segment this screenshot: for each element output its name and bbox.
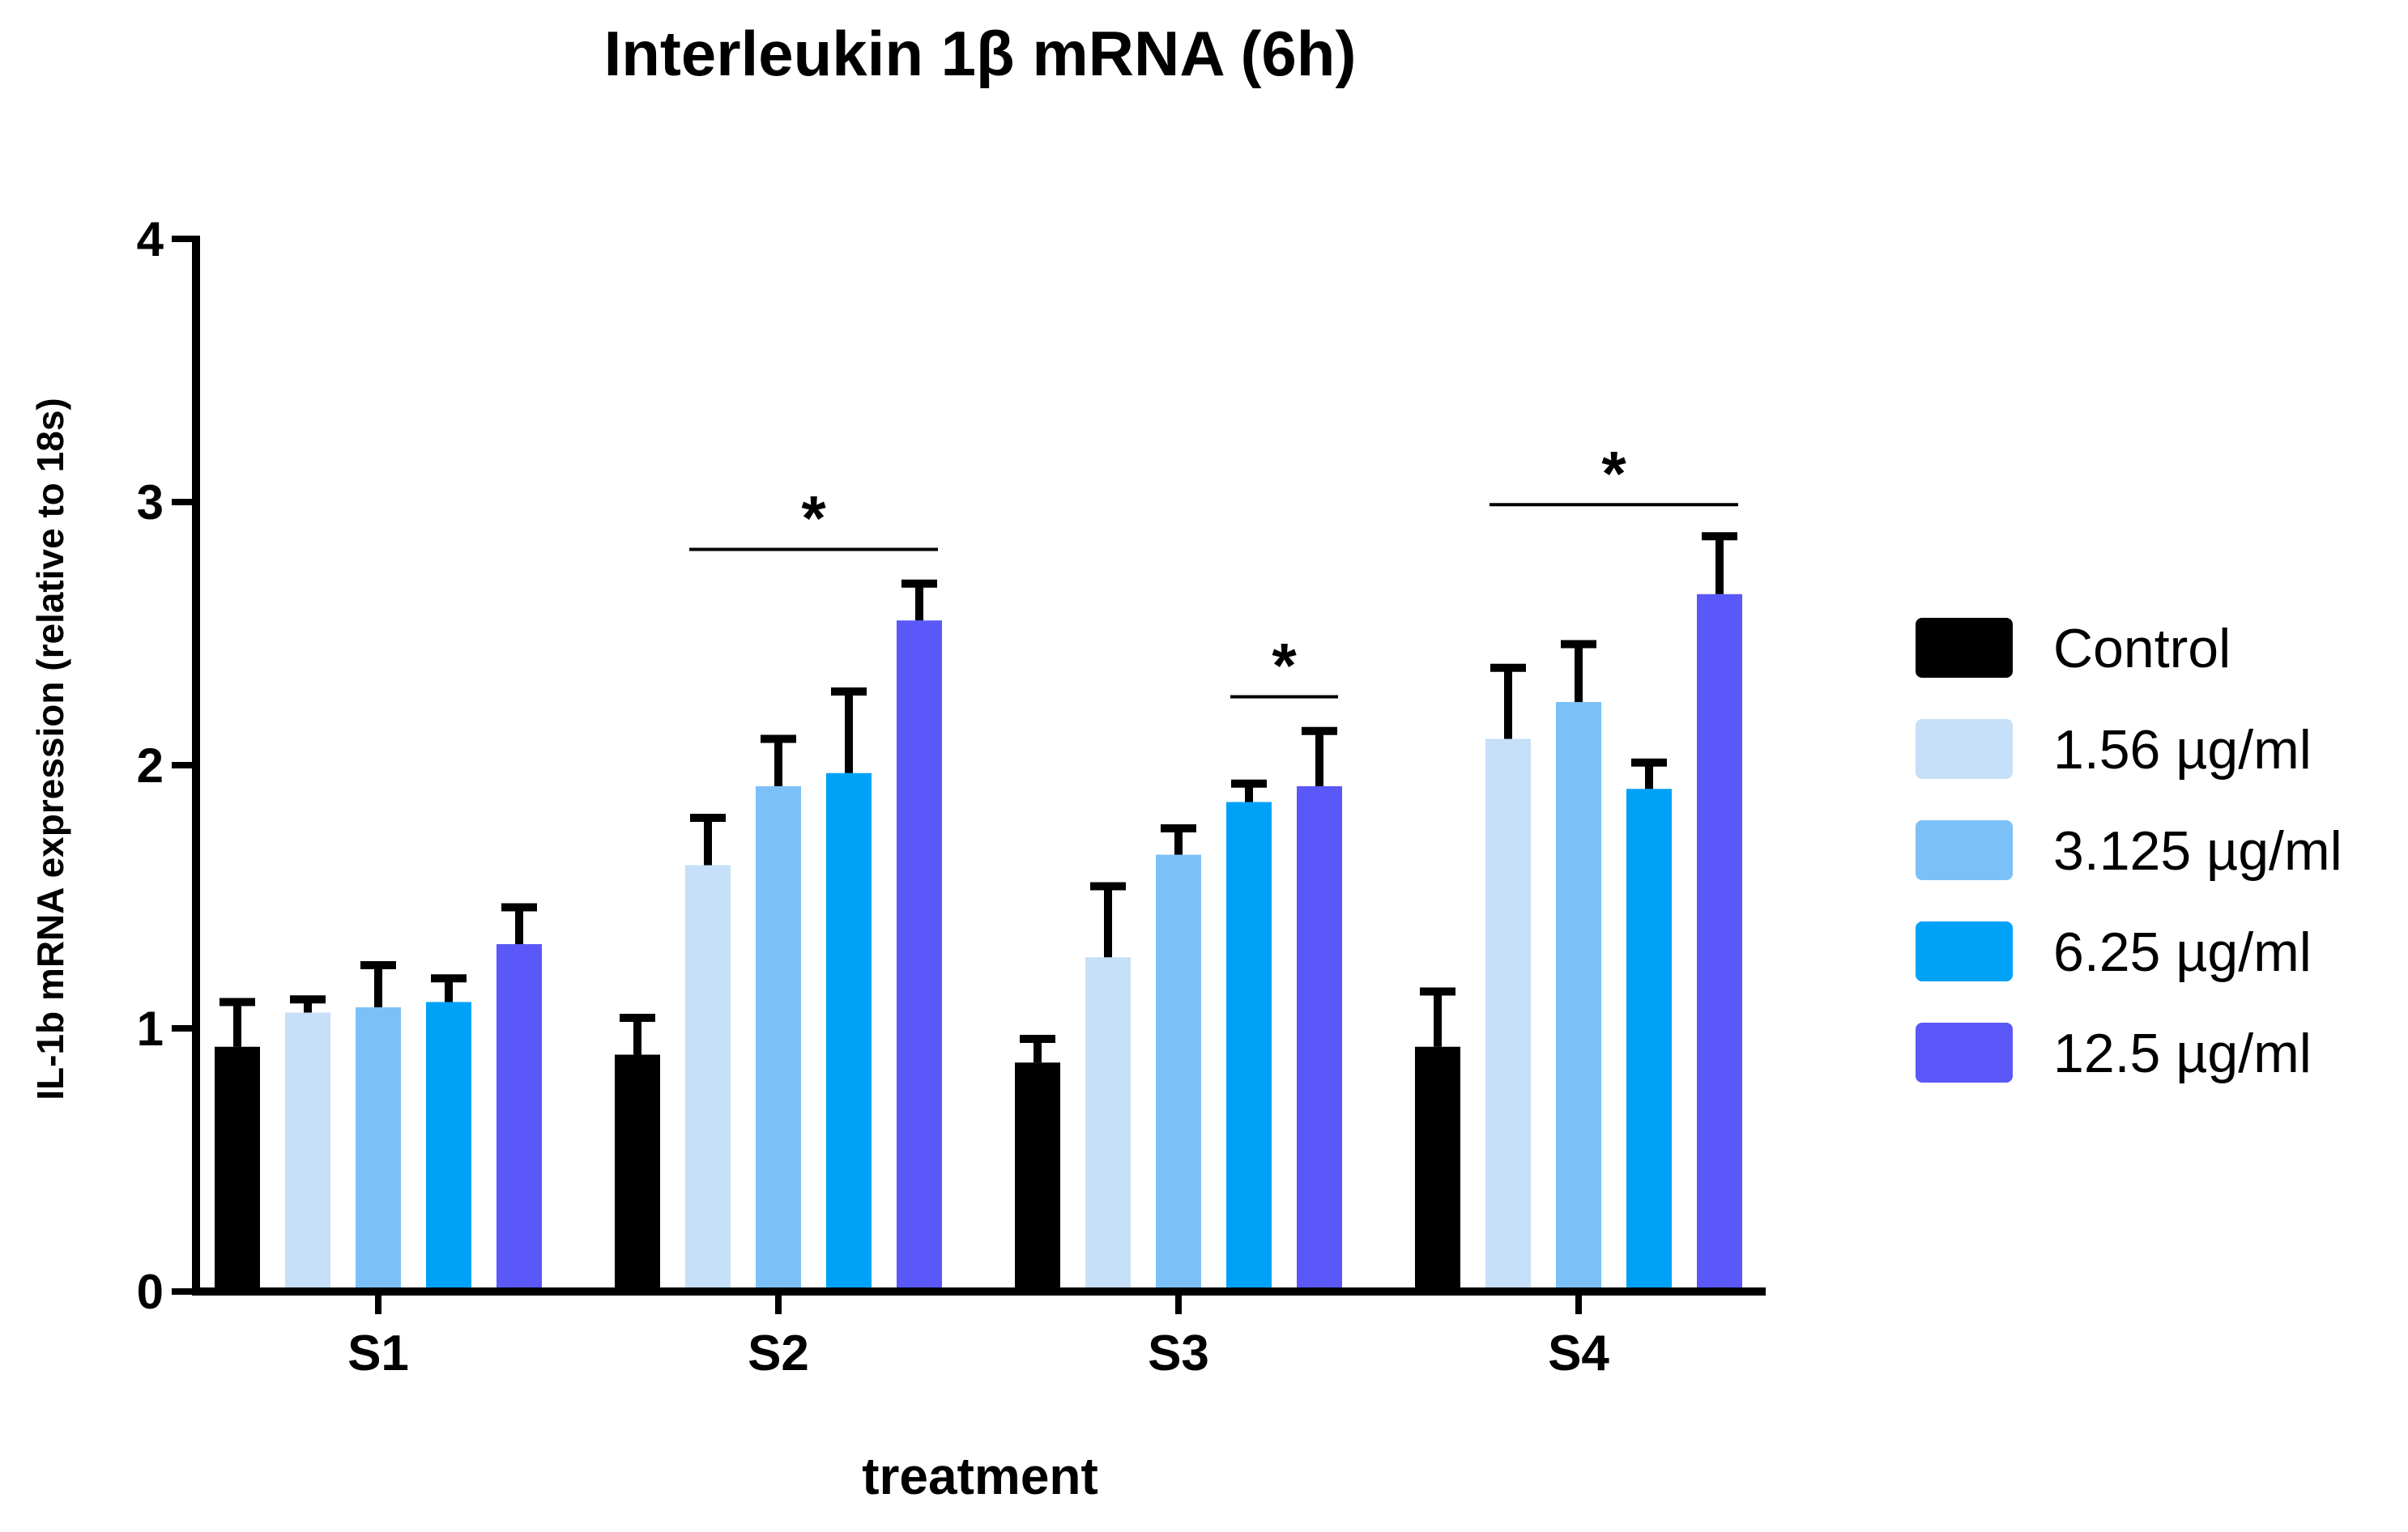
x-tick-label-s4: S4 [1548,1326,1609,1381]
bar-s2-series-2 [756,786,801,1292]
legend-swatch-series-0 [1916,618,2013,678]
bar-s3-series-4 [1297,786,1342,1292]
legend-swatch-series-2 [1916,820,2013,880]
x-axis-title: treatment [862,1447,1098,1505]
bar-s4-series-1 [1485,738,1531,1292]
significance-star-s2: * [801,483,826,554]
significance-star-s4: * [1601,437,1626,509]
x-tick-label-s2: S2 [748,1326,809,1381]
bar-s4-series-0 [1415,1046,1460,1292]
bar-s1-series-2 [356,1007,401,1292]
legend-swatch-series-4 [1916,1023,2013,1083]
y-tick-label-3: 3 [137,475,164,530]
legend-swatch-series-3 [1916,921,2013,981]
bar-s2-series-0 [615,1054,660,1292]
y-tick-label-0: 0 [137,1265,164,1319]
bar-s4-series-3 [1626,789,1672,1292]
legend-swatch-series-1 [1916,719,2013,779]
bar-s2-series-1 [685,865,731,1292]
chart-axes: 0 1 2 3 4 S1 S2 S3 S4 [137,212,1766,1381]
bar-s4-series-2 [1556,702,1601,1292]
bar-s1-series-3 [426,1002,471,1292]
bar-s2-series-4 [897,620,942,1292]
bar-s3-series-0 [1015,1062,1060,1292]
bar-s2-series-3 [826,772,872,1292]
y-tick-label-1: 1 [137,1002,164,1056]
y-tick-label-4: 4 [137,212,164,266]
significance-star-s3: * [1272,630,1297,701]
y-tick-label-2: 2 [137,738,164,793]
bar-s3-series-2 [1156,854,1201,1292]
legend-label-series-0: Control [2053,618,2231,679]
x-tick-label-s3: S3 [1148,1326,1209,1381]
bar-s1-series-1 [285,1012,330,1292]
bar-s1-series-4 [497,944,542,1292]
chart-marks: * * * [215,437,1742,1292]
bar-s4-series-4 [1697,594,1742,1292]
chart-legend: Control 1.56 µg/ml 3.125 µg/ml 6.25 µg/ml 12… [1916,618,2342,1084]
legend-label-series-1: 1.56 µg/ml [2053,719,2312,781]
legend-label-series-3: 6.25 µg/ml [2053,921,2312,983]
bar-s3-series-3 [1226,802,1272,1292]
chart-title: Interleukin 1β mRNA (6h) [604,18,1357,89]
x-tick-label-s1: S1 [347,1326,409,1381]
bar-s1-series-0 [215,1046,260,1292]
legend-label-series-4: 12.5 µg/ml [2053,1023,2312,1084]
legend-label-series-2: 3.125 µg/ml [2053,820,2342,882]
y-axis-title: IL-1b mRNA expression (relative to 18s) [29,398,71,1100]
bar-s3-series-1 [1085,957,1131,1292]
